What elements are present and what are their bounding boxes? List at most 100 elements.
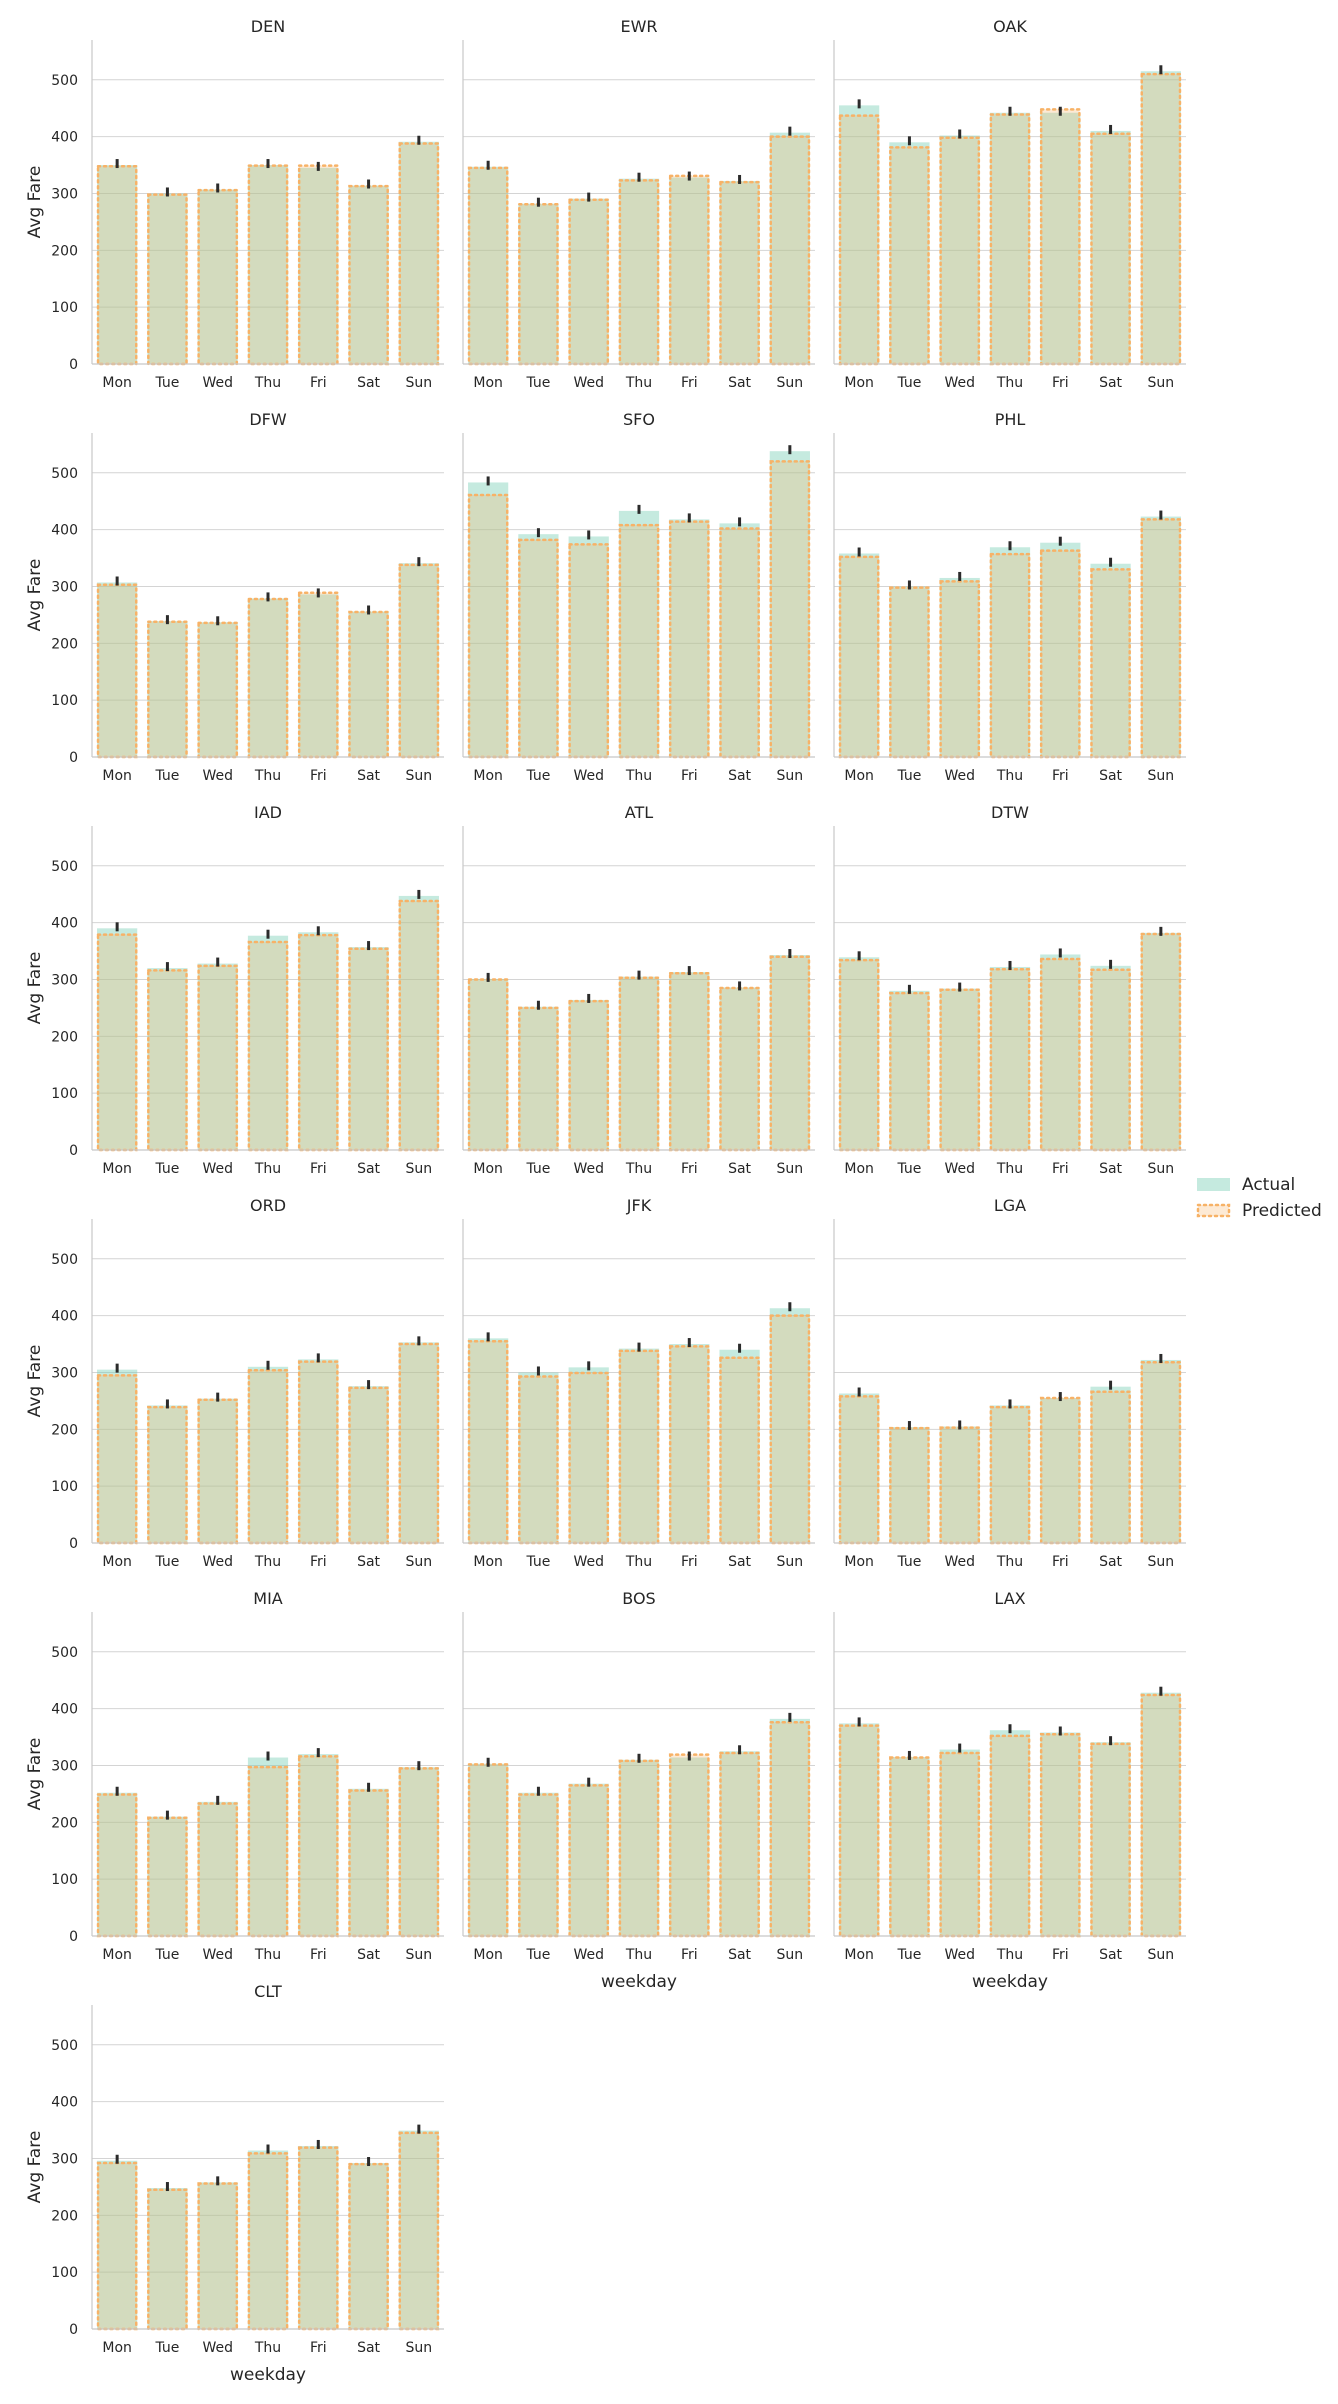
x-tick-label: Wed [573, 375, 604, 391]
bar-predicted-sun [398, 1767, 440, 1938]
x-tick-label: Sat [357, 375, 380, 391]
x-tick-label: Thu [996, 1161, 1023, 1177]
x-tick-label: Sat [1099, 1554, 1122, 1570]
y-tick-label: 0 [69, 357, 78, 373]
x-tick-label: Mon [844, 768, 874, 784]
bar-actual-mon [97, 582, 138, 757]
x-tick-label: Thu [996, 1554, 1023, 1570]
bar-actual-sat [348, 2163, 389, 2329]
x-axis-label: weekday [601, 1972, 677, 1992]
x-axis-label: weekday [230, 2365, 306, 2385]
bar-predicted-sat [1090, 1390, 1131, 1545]
bar-actual-sun [398, 563, 439, 757]
x-tick-label: Mon [844, 1554, 874, 1570]
bar-predicted-tue [518, 538, 559, 759]
bar-predicted-mon [467, 1339, 509, 1545]
y-axis-label: Avg Fare [25, 1738, 45, 1811]
x-tick-label: Sun [777, 1947, 804, 1963]
bar-actual-sat [719, 1751, 760, 1936]
facet-title: DTW [991, 803, 1029, 822]
bar-actual-sun [1140, 1359, 1181, 1543]
bar-actual-thu [618, 510, 660, 757]
bar-actual-tue [518, 203, 559, 364]
bar-actual-tue [147, 1816, 188, 1936]
bar-predicted-sun [1140, 518, 1182, 759]
bar-actual-sat [348, 611, 389, 757]
x-tick-label: Tue [525, 1947, 550, 1963]
bar-actual-fri [669, 1344, 710, 1543]
x-tick-label: Sat [728, 1947, 751, 1963]
bar-predicted-tue [889, 146, 930, 366]
bar-predicted-fri [668, 174, 710, 366]
bar-actual-sat [348, 1788, 389, 1936]
bar-actual-sun [398, 141, 439, 364]
bar-predicted-mon [96, 1793, 138, 1938]
x-tick-label: Sat [728, 1161, 751, 1177]
bar-predicted-fri [668, 1753, 710, 1938]
y-tick-label: 100 [51, 1479, 78, 1495]
bar-actual-wed [197, 1398, 238, 1543]
facet-mia: Mon Tue Wed Thu Fri Sat Sun MIA 0 100 200 300 400 500… [25, 1589, 444, 1963]
x-tick-label: Sun [406, 1947, 433, 1963]
x-tick-label: Sun [777, 375, 804, 391]
bar-predicted-fri [1039, 1396, 1081, 1545]
facet-title: JFK [626, 1196, 652, 1215]
bar-predicted-mon [467, 1763, 509, 1938]
x-tick-label: Tue [896, 1947, 921, 1963]
x-tick-label: Wed [573, 1554, 604, 1570]
x-tick-label: Fri [310, 1554, 327, 1570]
bar-actual-sat [1090, 1742, 1131, 1936]
y-tick-label: 300 [51, 972, 78, 988]
bar-actual-thu [618, 976, 660, 1150]
x-tick-label: Tue [525, 1161, 550, 1177]
x-tick-label: Wed [202, 1161, 233, 1177]
y-tick-label: 100 [51, 1086, 78, 1102]
x-tick-label: Thu [625, 1947, 652, 1963]
x-tick-label: Wed [573, 768, 604, 784]
bar-actual-sun [1140, 932, 1181, 1150]
x-tick-label: Thu [254, 1947, 281, 1963]
facet-title: ATL [625, 803, 653, 822]
bar-actual-sun [769, 1308, 810, 1543]
x-tick-label: Fri [681, 1947, 698, 1963]
bar-predicted-mon [838, 114, 880, 366]
x-tick-label: Tue [525, 1554, 550, 1570]
bar-actual-tue [889, 586, 930, 757]
bar-actual-wed [939, 577, 980, 757]
bar-actual-thu [989, 1405, 1031, 1543]
bar-predicted-sat [1090, 968, 1131, 1152]
bar-predicted-mon [838, 958, 880, 1152]
bar-predicted-sat [348, 610, 389, 759]
bar-predicted-thu [618, 523, 660, 759]
facet-lax: Mon Tue Wed Thu Fri Sat Sun LAX weekday [833, 1589, 1186, 1992]
bar-predicted-wed [568, 1371, 610, 1545]
x-tick-label: Sun [406, 1554, 433, 1570]
y-tick-label: 200 [51, 1029, 78, 1045]
bar-predicted-sun [769, 460, 811, 759]
x-tick-label: Tue [525, 768, 550, 784]
y-tick-label: 400 [51, 1702, 78, 1718]
x-tick-label: Thu [254, 2340, 281, 2356]
x-tick-label: Mon [844, 375, 874, 391]
bar-predicted-mon [96, 164, 138, 366]
x-tick-label: Tue [896, 1554, 921, 1570]
bar-actual-mon [97, 928, 138, 1150]
facet-title: ORD [250, 1196, 286, 1215]
bar-predicted-sat [348, 947, 389, 1152]
bar-actual-fri [298, 2145, 339, 2329]
bar-predicted-mon [96, 1374, 138, 1545]
bar-predicted-mon [96, 583, 138, 759]
bar-predicted-fri [297, 2146, 339, 2331]
bar-predicted-tue [147, 193, 188, 366]
bar-predicted-wed [197, 621, 239, 759]
x-tick-label: Thu [625, 375, 652, 391]
bar-actual-wed [939, 988, 980, 1150]
bar-actual-wed [197, 189, 238, 364]
bar-predicted-wed [568, 198, 610, 366]
bar-actual-tue [518, 1372, 559, 1543]
bar-actual-mon [97, 165, 138, 364]
bar-predicted-fri [668, 1345, 710, 1545]
x-tick-label: Tue [896, 768, 921, 784]
bar-actual-mon [839, 1723, 880, 1936]
bar-predicted-sat [719, 1356, 760, 1545]
